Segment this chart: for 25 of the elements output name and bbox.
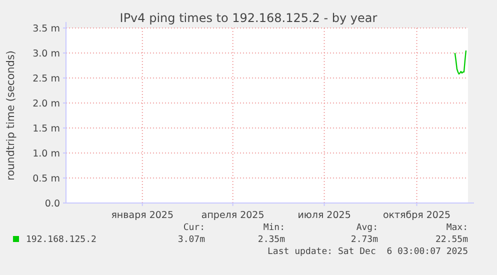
x-tick-label: июля 2025 [298,210,351,221]
y-axis-title: roundtrip time (seconds) [5,50,17,181]
text: 2.73m [350,235,378,245]
y-tick-label: 2.0 m [32,98,60,110]
y-tick-label: 0.0 [44,198,60,210]
text: 2.35m [258,235,285,245]
line-series [454,50,467,75]
y-tick-label: 3.0 m [32,48,60,60]
legend-label: 192.168.125.2 [26,235,96,245]
y-tick-label: 1.5 m [32,123,60,134]
text: Avg: [356,223,378,233]
text: 3.07m [178,235,205,245]
y-tick-label: 1.0 m [32,148,60,160]
y-tick-label: 2.5 m [32,73,60,84]
y-tick-label: 3.5 m [32,23,60,34]
text: Max: [446,223,468,233]
y-tick-label: 0.5 m [32,173,60,184]
x-tick-label: апреля 2025 [201,210,264,221]
x-tick-label: октября 2025 [382,210,451,221]
chart-title: IPv4 ping times to 192.168.125.2 - by year [120,11,378,25]
text: Last update: Sat Dec 6 03:00:07 2025 [268,247,468,257]
text: 22.55m [435,235,468,245]
text: Min: [263,223,285,233]
text: Cur: [183,223,205,233]
x-tick-label: января 2025 [111,210,174,221]
